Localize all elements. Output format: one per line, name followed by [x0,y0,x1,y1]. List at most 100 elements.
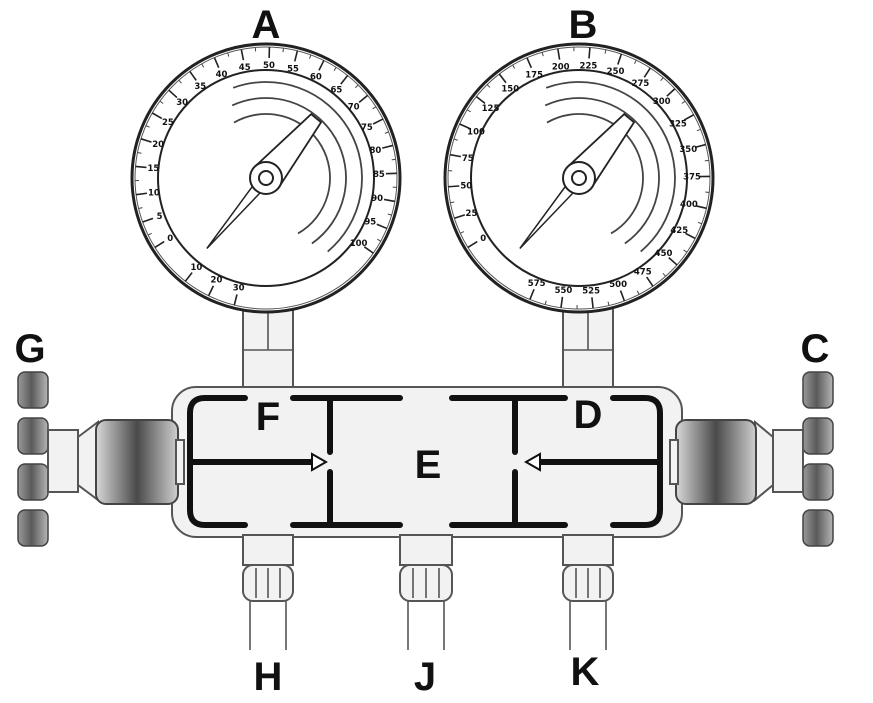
scale-minor-tick [704,159,709,162]
scale-tick-label: 20 [152,140,164,150]
scale-tick-label: 300 [653,97,671,107]
internal-channels [187,395,663,528]
dial-arc [545,81,676,253]
scale-tick [617,53,623,65]
scale-tick-label: 325 [669,119,687,129]
scale-tick [135,192,148,196]
scale-tick [557,48,561,60]
scale-tick [685,232,696,240]
scale-tick-label: 80 [370,146,382,156]
vacuum-tick-label: 30 [233,284,245,294]
scale-tick [459,123,471,130]
scale-tick-label: 40 [216,70,228,80]
scale-tick [467,240,478,249]
low-gauge-needle [206,112,323,249]
scale-tick-label: 525 [582,286,600,296]
scale-tick [340,75,349,85]
valve-knob-right [669,371,834,547]
scale-tick [151,112,163,120]
scale-tick-label: 15 [148,164,160,174]
high-gauge-arcs [544,81,676,253]
scale-tick [189,70,197,81]
scale-tick-label: 70 [348,103,360,113]
scale-tick-label: 25 [162,118,174,128]
needle-hub-center [258,170,274,186]
label-k: K [571,650,600,694]
scale-minor-tick [450,201,455,204]
scale-tick-label: 5 [157,212,163,222]
scale-minor-tick [696,128,701,132]
label-e: E [415,443,442,487]
scale-tick [135,165,147,169]
scale-tick [383,198,396,203]
scale-tick [683,114,695,121]
scale-tick-label: 150 [501,84,519,94]
scale-tick-label: 30 [176,98,188,108]
scale-minor-tick [372,106,377,110]
scale-tick [526,57,533,69]
scale-tick-label: 125 [482,104,500,114]
scale-tick-label: 200 [552,62,570,72]
scale-minor-tick [227,52,230,57]
low-gauge-arcs [231,81,363,253]
scale-tick [454,214,466,220]
vacuum-tick-label: 20 [211,276,223,286]
scale-minor-tick [391,158,396,161]
scale-tick-label: 100 [467,127,485,137]
scale-tick-label: 85 [373,170,385,180]
scale-tick [619,290,626,302]
scale-tick [240,49,245,61]
scale-tick-label: 45 [239,63,251,73]
valve-stem-right [523,452,661,472]
scale-tick [694,143,706,149]
port-bottom-right [562,534,614,650]
scale-tick [643,67,651,78]
scale-minor-tick [636,290,640,295]
scale-tick-label: 250 [607,67,625,77]
scale-tick-label: 75 [361,123,373,133]
scale-tick [588,47,591,59]
scale-tick [363,246,374,254]
scale-minor-tick [604,49,607,54]
scale-tick-label: 275 [632,79,650,89]
scale-tick [668,257,678,266]
scale-minor-tick [355,84,359,89]
label-f: F [256,395,280,439]
scale-tick [448,185,460,188]
scale-tick [591,297,594,309]
scale-tick [142,217,154,223]
scale-tick-label: 55 [287,64,299,74]
scale-tick [560,296,564,308]
scale-minor-tick [662,272,666,277]
gauge-stem-high [562,299,614,391]
label-b: B [569,3,598,47]
scale-tick [529,288,535,300]
scale-tick-label: 35 [194,82,206,92]
scale-tick-label: 550 [555,286,573,296]
scale-tick-label: 400 [680,200,698,210]
dial-arc [232,81,363,253]
scale-minor-tick [683,249,688,253]
label-j: J [414,655,436,699]
vacuum-tick-label: 10 [191,263,203,273]
scale-minor-tick [309,54,312,59]
vacuum-tick [233,294,238,306]
scale-minor-tick [138,207,143,210]
scale-tick [695,205,707,210]
scale-tick-label: 60 [310,73,322,83]
scale-tick-label: 50 [460,182,472,192]
scale-minor-tick [634,59,637,64]
scale-tick-label: 175 [525,70,543,80]
scale-tick [318,60,325,71]
label-d: D [574,393,603,437]
scale-tick-label: 425 [670,226,688,236]
scale-tick [140,138,152,143]
scale-tick [449,153,462,158]
scale-tick [358,94,369,103]
valve-knob-left [17,371,185,547]
dial-arc [231,97,347,245]
dial-arc [546,113,644,235]
